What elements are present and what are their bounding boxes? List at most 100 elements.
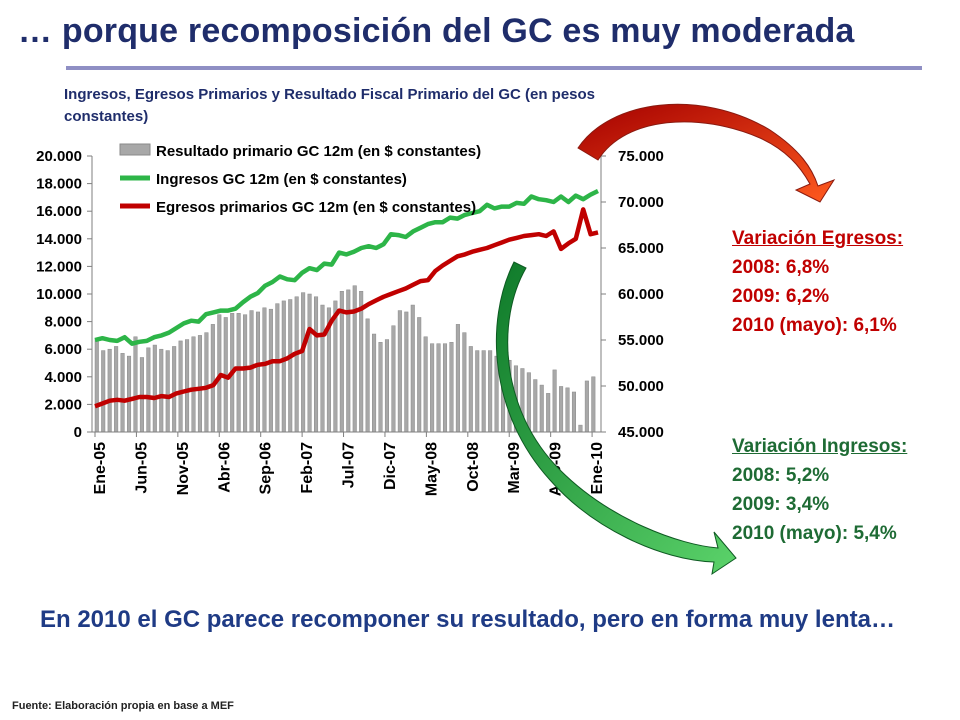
bar-resultado-primario [372, 333, 377, 433]
egresos-variation-2009: 2009: 6,2% [732, 286, 830, 307]
bar-resultado-primario [591, 376, 596, 433]
bar-resultado-primario [410, 304, 415, 433]
y-right-tick-label: 45.000 [618, 424, 664, 441]
bar-resultado-primario [384, 339, 389, 433]
y-right-tick-label: 50.000 [618, 378, 664, 395]
bar-resultado-primario [359, 290, 364, 433]
ingresos-variation-2009: 2009: 3,4% [732, 494, 830, 515]
y-left-tick-label: 10.000 [36, 286, 82, 303]
ingresos-variation-2008: 2008: 5,2% [732, 465, 830, 486]
title-divider [66, 66, 922, 70]
bar-resultado-primario [320, 304, 325, 433]
x-tick-label: Feb-07 [299, 442, 316, 494]
bar-resultado-primario [288, 299, 293, 433]
bar-resultado-primario [281, 300, 286, 433]
x-tick-label: Jul-07 [341, 442, 358, 488]
y-right-tick-label: 65.000 [618, 240, 664, 257]
bar-resultado-primario [178, 340, 183, 433]
legend-label: Egresos primarios GC 12m (en $ constante… [156, 199, 476, 216]
ingresos-variation-2010: 2010 (mayo): 5,4% [732, 523, 897, 544]
y-right-tick-label: 55.000 [618, 332, 664, 349]
y-left-tick-label: 16.000 [36, 203, 82, 220]
bar-resultado-primario [204, 332, 209, 433]
ingresos-variation-box: Variación Ingresos: 2008: 5,2% 2009: 3,4… [732, 432, 907, 548]
y-left-tick-label: 0 [74, 424, 82, 441]
legend-label: Ingresos GC 12m (en $ constantes) [156, 171, 407, 188]
line-egresos [94, 207, 599, 409]
x-tick-label: May-08 [423, 442, 440, 496]
bar-resultado-primario [559, 386, 564, 433]
x-tick-label: Jun-05 [133, 442, 150, 494]
bar-resultado-primario [210, 324, 215, 433]
source-note: Fuente: Elaboración propia en base a MEF [12, 700, 234, 712]
green-arrow-icon [495, 261, 737, 576]
y-right-tick-label: 70.000 [618, 194, 664, 211]
egresos-variation-2008: 2008: 6,8% [732, 257, 830, 278]
bar-resultado-primario [301, 292, 306, 433]
bar-resultado-primario [404, 311, 409, 433]
red-arrow-icon [577, 103, 836, 203]
line-ingresos [94, 188, 599, 346]
bar-resultado-primario [436, 343, 441, 433]
x-tick-label: Ene-10 [589, 442, 606, 495]
bar-resultado-primario [423, 336, 428, 433]
bar-resultado-primario [101, 350, 106, 433]
legend-label: Resultado primario GC 12m (en $ constant… [156, 143, 481, 160]
bar-resultado-primario [172, 346, 177, 433]
bar-resultado-primario [488, 350, 493, 433]
x-tick-label: Ene-05 [92, 442, 109, 495]
bar-resultado-primario [391, 325, 396, 433]
bar-resultado-primario [191, 336, 196, 433]
egresos-variation-box: Variación Egresos: 2008: 6,8% 2009: 6,2%… [732, 224, 903, 340]
bar-resultado-primario [314, 296, 319, 433]
bar-resultado-primario [120, 353, 125, 433]
bar-resultado-primario [571, 391, 577, 433]
bar-resultado-primario [249, 310, 254, 433]
bar-resultado-primario [417, 317, 422, 433]
bar-resultado-primario [268, 308, 273, 433]
bar-resultado-primario [133, 336, 138, 433]
x-tick-label: Nov-05 [175, 442, 192, 495]
bar-resultado-primario [107, 348, 112, 433]
bar-resultado-primario [126, 355, 132, 433]
bar-resultado-primario [539, 384, 544, 433]
bar-resultado-primario [430, 343, 435, 433]
bar-resultado-primario [185, 339, 190, 433]
bar-resultado-primario [526, 372, 531, 433]
bar-resultado-primario [94, 339, 99, 433]
bar-resultado-primario [275, 303, 280, 433]
bar-resultado-primario [262, 307, 267, 433]
bar-resultado-primario [236, 313, 241, 433]
bar-resultado-primario [533, 379, 538, 433]
chart-title: Ingresos, Egresos Primarios y Resultado … [64, 86, 596, 125]
bar-resultado-primario [481, 350, 486, 433]
bar-resultado-primario [307, 293, 312, 433]
y-right-tick-label: 75.000 [618, 148, 664, 165]
bar-resultado-primario [442, 343, 448, 433]
bar-resultado-primario [197, 335, 202, 433]
bar-resultado-primario [546, 393, 551, 433]
bar-resultado-primario [294, 296, 299, 433]
bar-resultado-primario [255, 311, 261, 433]
bar-resultado-primario [146, 347, 151, 433]
y-left-tick-label: 4.000 [44, 369, 82, 386]
bar-resultado-primario [584, 380, 589, 433]
bar-resultado-primario [114, 346, 119, 433]
bar-resultado-primario [378, 342, 383, 433]
x-tick-label: Dic-07 [382, 442, 399, 490]
bar-resultado-primario [159, 348, 164, 433]
bar-resultado-primario [565, 387, 570, 433]
bar-resultado-primario [475, 350, 480, 433]
bar-resultado-primario [243, 314, 248, 433]
x-tick-label: Abr-06 [216, 442, 233, 493]
egresos-variation-2010: 2010 (mayo): 6,1% [732, 315, 897, 336]
y-left-tick-label: 12.000 [36, 258, 82, 275]
x-tick-label: Mar-09 [506, 442, 523, 494]
bar-resultado-primario [139, 357, 144, 433]
y-left-tick-label: 2.000 [44, 396, 82, 413]
y-left-tick-label: 14.000 [36, 231, 82, 248]
x-tick-label: Sep-06 [258, 442, 275, 495]
slide-title: … porque recomposición del GC es muy mod… [18, 12, 855, 50]
bar-resultado-primario [552, 369, 557, 433]
